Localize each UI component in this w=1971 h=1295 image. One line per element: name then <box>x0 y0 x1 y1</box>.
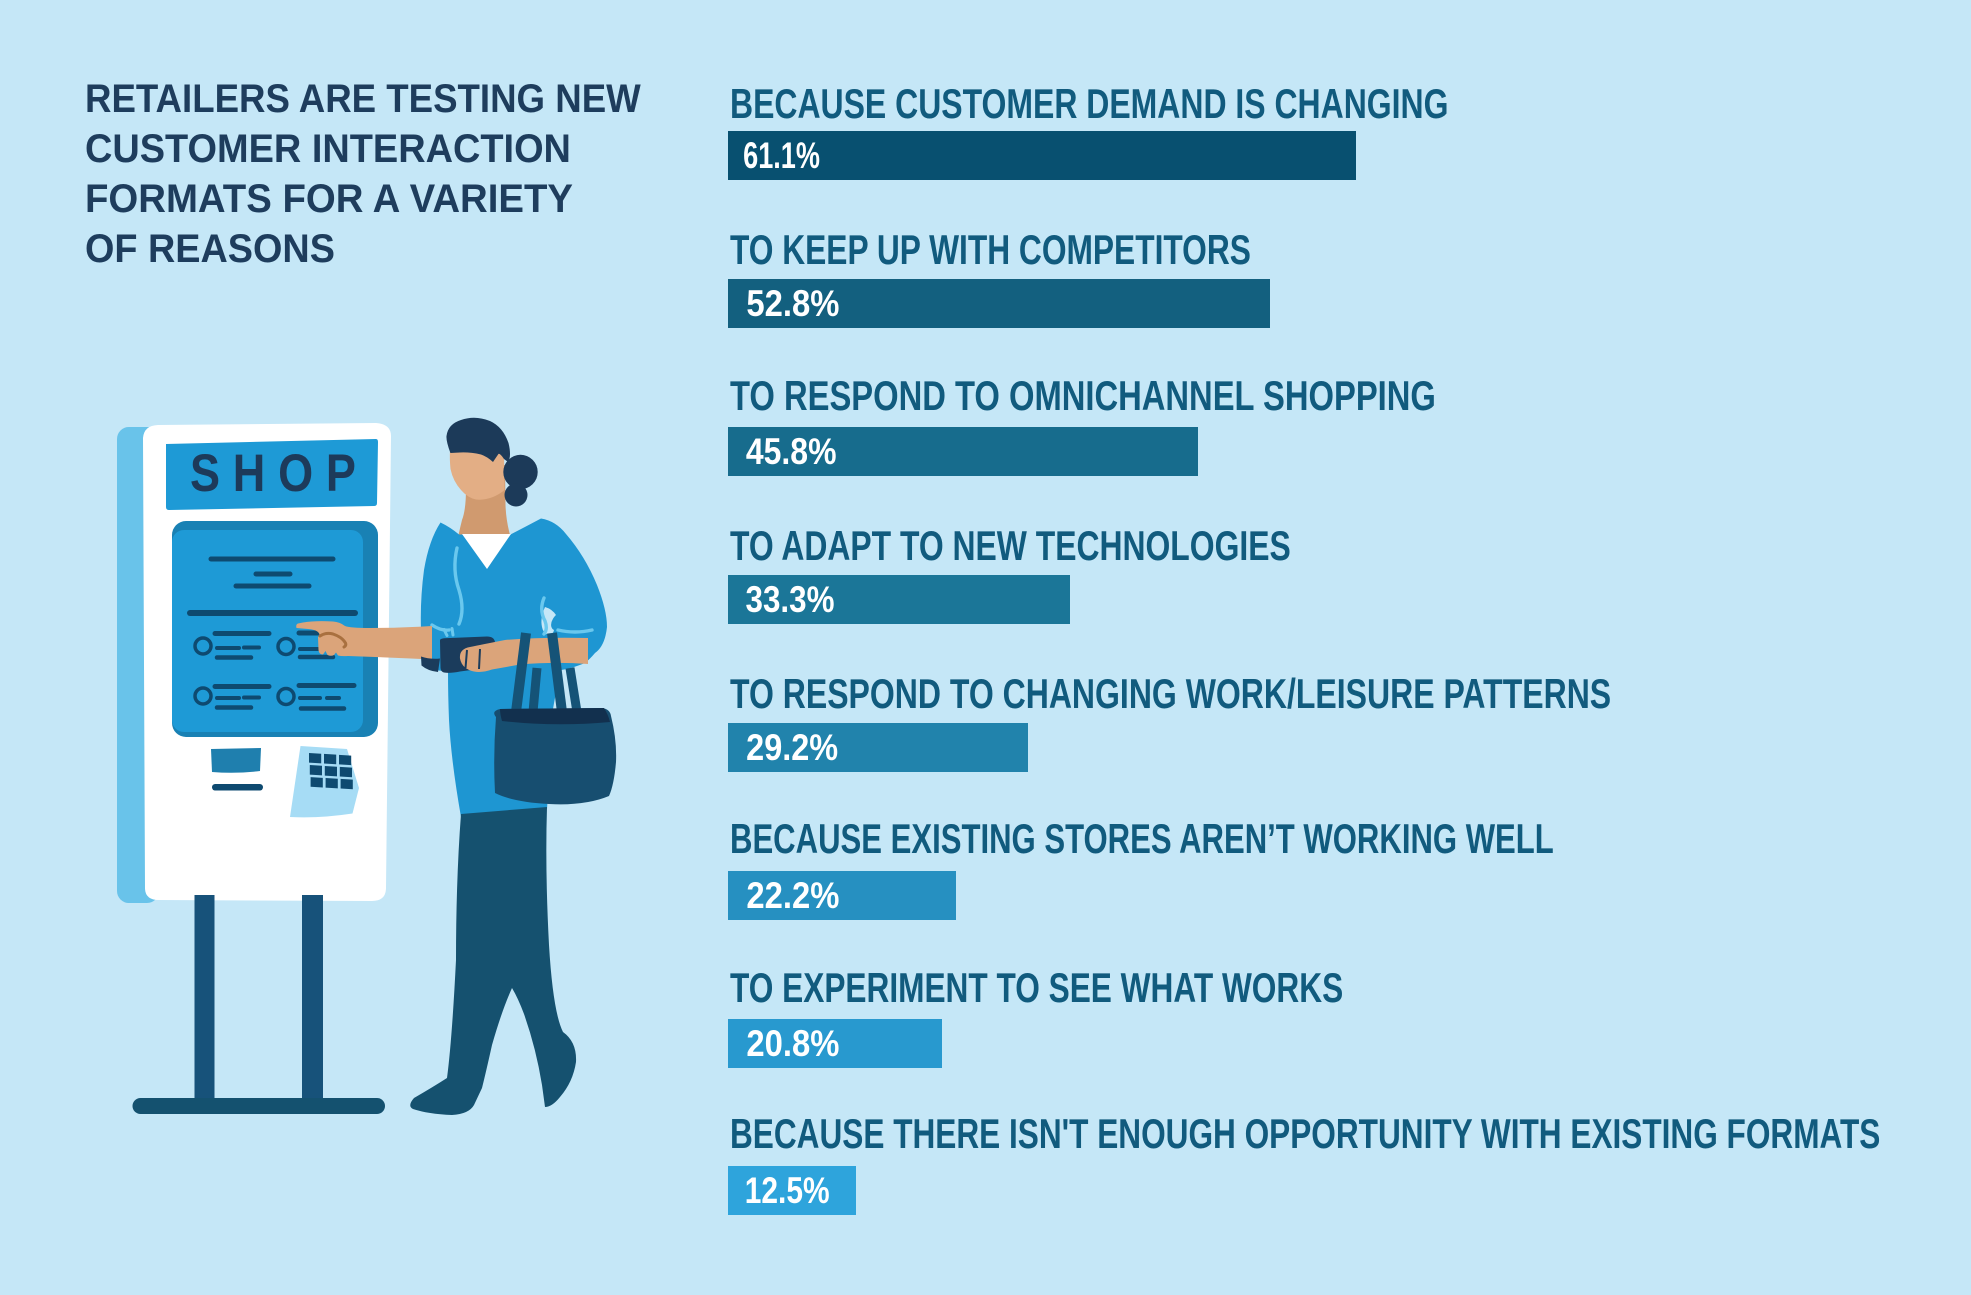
svg-text:SHOP: SHOP <box>190 444 369 503</box>
